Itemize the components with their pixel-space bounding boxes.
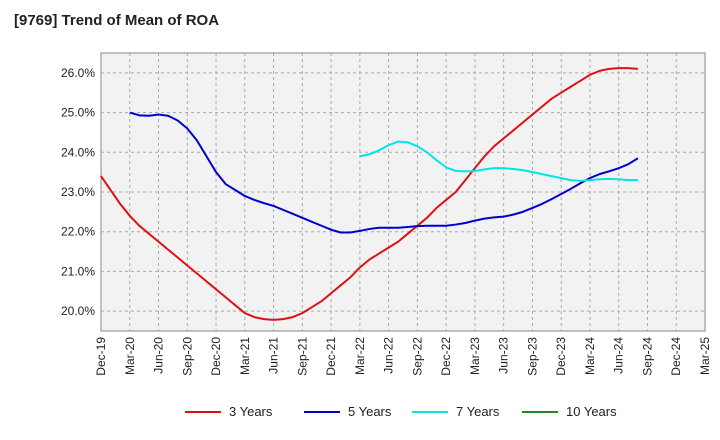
legend-item: 5 Years — [304, 404, 391, 419]
x-tick-label: Jun-23 — [497, 337, 511, 374]
x-tick-label: Sep-20 — [180, 337, 194, 376]
legend-item: 3 Years — [185, 404, 272, 419]
x-tick-label: Mar-25 — [698, 337, 712, 375]
x-tick-label: Jun-24 — [612, 337, 626, 374]
legend-swatch — [412, 410, 448, 413]
x-tick-label: Mar-24 — [583, 337, 597, 375]
x-tick-label: Mar-22 — [353, 337, 367, 375]
x-tick-label: Jun-22 — [382, 337, 396, 374]
series-line-3-years — [100, 67, 638, 321]
chart-title: [9769] Trend of Mean of ROA — [14, 12, 220, 29]
y-tick-label: 23.0% — [61, 185, 95, 199]
legend-label: 3 Years — [229, 404, 273, 419]
x-axis-tick-labels: Dec-19 Mar-20 Jun-20 Sep-20 Dec-20 Mar-21 Jun-… — [94, 337, 712, 376]
legend-item: 10 Years — [522, 404, 617, 419]
x-tick-label: Jun-20 — [152, 337, 166, 374]
legend-label: 5 Years — [348, 404, 392, 419]
y-tick-label: 20.0% — [61, 304, 95, 318]
series-line-5-years — [129, 111, 639, 234]
legend-swatch — [185, 410, 221, 413]
x-tick-label: Sep-22 — [410, 337, 424, 376]
y-tick-label: 22.0% — [61, 225, 95, 239]
grid-lines — [101, 53, 705, 331]
x-tick-label: Mar-21 — [238, 337, 252, 375]
y-tick-label: 25.0% — [61, 106, 95, 120]
legend-label: 10 Years — [566, 404, 617, 419]
y-axis-tick-labels: 20.0% 21.0% 22.0% 23.0% 24.0% 25.0% 26.0% — [61, 66, 95, 318]
x-tick-label: Dec-21 — [324, 337, 338, 376]
series-line-7-years — [359, 140, 638, 182]
y-tick-label: 26.0% — [61, 66, 95, 80]
x-tick-label: Dec-23 — [554, 337, 568, 376]
x-tick-label: Jun-21 — [267, 337, 281, 374]
x-tick-label: Dec-22 — [439, 337, 453, 376]
x-tick-label: Mar-20 — [123, 337, 137, 375]
legend-label: 7 Years — [456, 404, 500, 419]
x-tick-label: Sep-24 — [640, 337, 654, 376]
x-tick-label: Dec-20 — [209, 337, 223, 376]
series-lines — [100, 67, 639, 321]
y-tick-label: 21.0% — [61, 264, 95, 278]
legend-swatch — [522, 410, 558, 413]
y-tick-label: 24.0% — [61, 145, 95, 159]
x-tick-label: Sep-23 — [525, 337, 539, 376]
x-tick-label: Dec-19 — [94, 337, 108, 376]
x-tick-label: Mar-23 — [468, 337, 482, 375]
x-tick-label: Sep-21 — [295, 337, 309, 376]
x-tick-label: Dec-24 — [669, 337, 683, 376]
legend-item: 7 Years — [412, 404, 499, 419]
legend: 3 Years 5 Years 7 Years 10 Years — [0, 404, 720, 426]
legend-swatch — [304, 410, 340, 413]
